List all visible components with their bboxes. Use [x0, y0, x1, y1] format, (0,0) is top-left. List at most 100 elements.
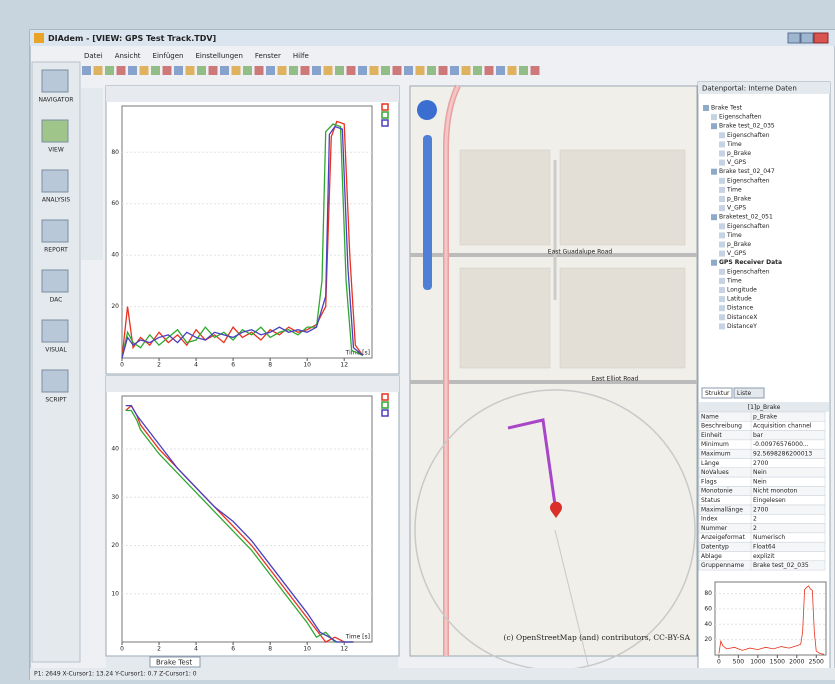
tree-item[interactable]: Latitude: [727, 296, 752, 303]
nav-icon[interactable]: [42, 320, 68, 342]
toolbar-button[interactable]: [82, 66, 91, 75]
tree-item[interactable]: Eigenschaften: [727, 177, 770, 184]
toolbar-button[interactable]: [151, 66, 160, 75]
toolbar-button[interactable]: [473, 66, 482, 75]
tree-item[interactable]: p_Brake: [727, 241, 751, 248]
map-pan-control[interactable]: [417, 100, 437, 120]
toolbar-button[interactable]: [519, 66, 528, 75]
toolbar-button[interactable]: [232, 66, 241, 75]
property-value: 2700: [753, 506, 768, 513]
menu-item[interactable]: Einfügen: [153, 52, 184, 60]
legend-swatch[interactable]: [382, 394, 388, 400]
nav-icon[interactable]: [42, 170, 68, 192]
nav-icon[interactable]: [42, 270, 68, 292]
toolbar-button[interactable]: [485, 66, 494, 75]
menu-item[interactable]: Hilfe: [293, 52, 309, 60]
portal-tab-label: Struktur: [705, 390, 730, 397]
toolbar-button[interactable]: [174, 66, 183, 75]
tree-item[interactable]: Distance: [727, 305, 754, 312]
x-tick-label: 0: [717, 659, 721, 666]
toolbar-button[interactable]: [278, 66, 287, 75]
toolbar-button[interactable]: [117, 66, 126, 75]
toolbar-button[interactable]: [255, 66, 264, 75]
toolbar-button[interactable]: [163, 66, 172, 75]
tree-item[interactable]: DistanceY: [727, 323, 757, 330]
tree-item[interactable]: Time: [726, 277, 742, 284]
nav-icon[interactable]: [42, 370, 68, 392]
tree-item[interactable]: Eigenschaften: [727, 268, 770, 275]
tree-item[interactable]: Brake test_02_047: [719, 168, 775, 175]
tree-item[interactable]: DistanceX: [727, 314, 757, 321]
toolbar-button[interactable]: [508, 66, 517, 75]
menu-item[interactable]: Datei: [84, 52, 103, 60]
toolbar-button[interactable]: [393, 66, 402, 75]
legend-swatch[interactable]: [382, 410, 388, 416]
close-button[interactable]: [814, 33, 828, 43]
toolbar-button[interactable]: [128, 66, 137, 75]
toolbar-button[interactable]: [301, 66, 310, 75]
toolbar-button[interactable]: [312, 66, 321, 75]
nav-icon[interactable]: [42, 70, 68, 92]
tree-icon: [711, 169, 717, 175]
toolbar-button[interactable]: [370, 66, 379, 75]
tree-item[interactable]: Brake Test: [711, 105, 743, 112]
toolbar-button[interactable]: [266, 66, 275, 75]
tree-item[interactable]: V_GPS: [727, 250, 746, 257]
toolbar-button[interactable]: [186, 66, 195, 75]
toolbar-button[interactable]: [324, 66, 333, 75]
tree-item[interactable]: p_Brake: [727, 150, 751, 157]
tree-item[interactable]: Eigenschaften: [727, 223, 770, 230]
toolbar-button[interactable]: [209, 66, 218, 75]
toolbar-button[interactable]: [197, 66, 206, 75]
x-tick-label: 2000: [789, 659, 804, 666]
nav-icon[interactable]: [42, 120, 68, 142]
legend-swatch[interactable]: [382, 112, 388, 118]
tree-item[interactable]: Time: [726, 186, 742, 193]
tree-item[interactable]: Eigenschaften: [727, 132, 770, 139]
toolbar-button[interactable]: [140, 66, 149, 75]
tree-icon: [711, 260, 717, 266]
tree-item[interactable]: V_GPS: [727, 205, 746, 212]
toolbar-button[interactable]: [220, 66, 229, 75]
tree-item[interactable]: Time: [726, 232, 742, 239]
toolbar-button[interactable]: [289, 66, 298, 75]
toolbar-button[interactable]: [416, 66, 425, 75]
minimize-button[interactable]: [788, 33, 800, 43]
toolbar-button[interactable]: [427, 66, 436, 75]
toolbar-button[interactable]: [243, 66, 252, 75]
tree-item[interactable]: p_Brake: [727, 196, 751, 203]
toolbar-button[interactable]: [450, 66, 459, 75]
toolbar-button[interactable]: [105, 66, 114, 75]
property-name: NoValues: [701, 469, 729, 476]
toolbar-button[interactable]: [462, 66, 471, 75]
tree-item[interactable]: Eigenschaften: [719, 114, 762, 121]
legend-swatch[interactable]: [382, 120, 388, 126]
toolbar-button[interactable]: [358, 66, 367, 75]
menu-item[interactable]: Einstellungen: [195, 52, 242, 60]
tree-icon: [719, 242, 725, 248]
tree-item[interactable]: Time: [726, 141, 742, 148]
tree-item[interactable]: Longitude: [727, 287, 757, 294]
toolbar-button[interactable]: [94, 66, 103, 75]
toolbar-button[interactable]: [439, 66, 448, 75]
legend-swatch[interactable]: [382, 402, 388, 408]
toolbar-button[interactable]: [404, 66, 413, 75]
tree-icon: [719, 151, 725, 157]
toolbar-button[interactable]: [381, 66, 390, 75]
tree-item[interactable]: Braketest_02_051: [719, 214, 773, 221]
nav-label: DAC: [50, 297, 63, 304]
toolbar-button[interactable]: [347, 66, 356, 75]
tree-item[interactable]: Brake test_02_035: [719, 123, 775, 130]
nav-icon[interactable]: [42, 220, 68, 242]
menu-item[interactable]: Ansicht: [115, 52, 141, 60]
map-zoom-slider[interactable]: [423, 135, 432, 290]
property-value: explizit: [753, 553, 775, 560]
toolbar-button[interactable]: [531, 66, 540, 75]
legend-swatch[interactable]: [382, 104, 388, 110]
menu-item[interactable]: Fenster: [255, 52, 281, 60]
toolbar-button[interactable]: [335, 66, 344, 75]
toolbar-button[interactable]: [496, 66, 505, 75]
tree-item[interactable]: V_GPS: [727, 159, 746, 166]
maximize-button[interactable]: [801, 33, 813, 43]
tree-item[interactable]: GPS Receiver Data: [719, 259, 782, 266]
